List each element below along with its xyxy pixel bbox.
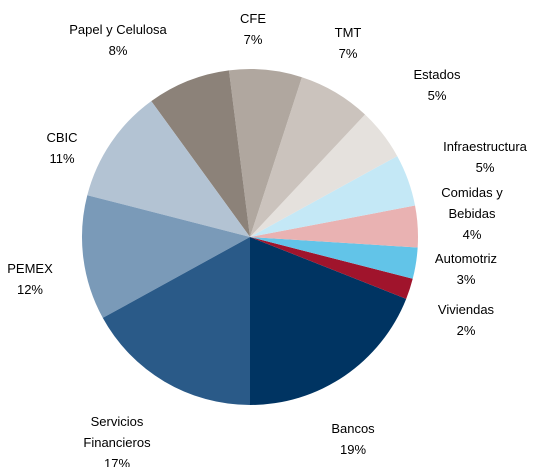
value-label: 11% xyxy=(49,151,75,166)
category-label: Servicios Financieros xyxy=(83,414,151,450)
slice-label: PEMEX 12% xyxy=(7,258,53,300)
slice-label: Comidas y Bebidas 4% xyxy=(436,182,508,245)
category-label: TMT xyxy=(334,25,362,40)
value-label: 2% xyxy=(456,323,476,338)
value-label: 5% xyxy=(475,160,495,175)
slice-label: Viviendas 2% xyxy=(438,299,494,341)
pie-slice xyxy=(102,237,250,405)
category-label: CBIC xyxy=(46,130,78,145)
slice-label: Bancos 19% xyxy=(331,418,374,460)
category-label: Automotriz xyxy=(434,251,498,266)
pie-slice xyxy=(250,77,366,237)
category-label: Bancos xyxy=(331,421,375,436)
pie-slice xyxy=(250,237,418,279)
pie-slice xyxy=(250,205,418,248)
category-label: Viviendas xyxy=(437,302,495,317)
value-label: 17% xyxy=(103,456,131,467)
category-label: CFE xyxy=(240,11,266,26)
value-label: 3% xyxy=(456,272,476,287)
slice-label: Automotriz 3% xyxy=(435,248,497,290)
pie-slice xyxy=(250,156,416,237)
pie-slice xyxy=(82,195,251,318)
value-label: 19% xyxy=(339,442,367,457)
slice-label: Estados 5% xyxy=(414,64,461,106)
pie-slice xyxy=(228,69,302,237)
category-label: PEMEX xyxy=(7,261,53,276)
value-label: 8% xyxy=(108,43,128,58)
value-label: 5% xyxy=(427,88,447,103)
pie-slice xyxy=(250,237,413,299)
slice-label: Infraestructura 5% xyxy=(443,136,527,178)
slice-label: CFE 7% xyxy=(240,8,266,50)
slice-label: CBIC 11% xyxy=(46,127,77,169)
slice-label: TMT 7% xyxy=(335,22,362,64)
category-label: Papel y Celulosa xyxy=(69,22,167,37)
category-label: Estados xyxy=(413,67,461,82)
value-label: 12% xyxy=(16,282,44,297)
slice-label: Papel y Celulosa 8% xyxy=(69,19,167,61)
value-label: 7% xyxy=(243,32,263,47)
value-label: 4% xyxy=(462,227,482,242)
category-label: Infraestructura xyxy=(443,139,527,154)
pie-slice xyxy=(250,237,407,405)
value-label: 7% xyxy=(338,46,358,61)
pie-slice xyxy=(151,70,250,237)
pie-slice xyxy=(250,114,398,237)
category-label: Comidas y Bebidas xyxy=(441,185,503,221)
pie-slice xyxy=(87,101,250,237)
slice-label: Servicios Financieros 17% xyxy=(77,411,157,467)
